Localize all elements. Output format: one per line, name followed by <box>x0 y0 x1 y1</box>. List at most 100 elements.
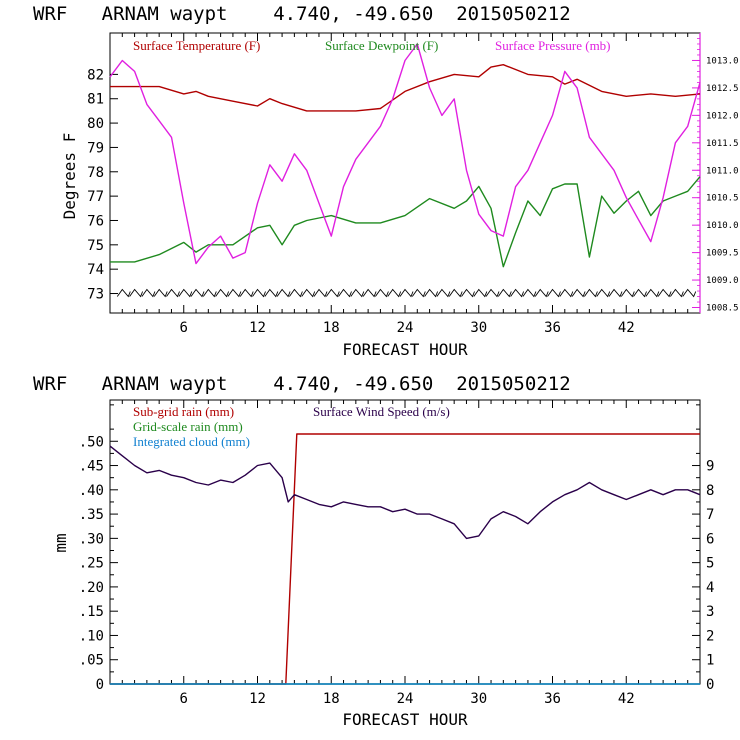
x-tick-label: 6 <box>180 320 188 336</box>
x-axis-label: FORECAST HOUR <box>342 710 468 729</box>
y-tick-label: 81 <box>87 92 104 108</box>
wind-barb <box>473 288 488 298</box>
wind-barbs <box>116 288 697 298</box>
wind-barb <box>141 288 156 298</box>
legend-entry-wind-speed: Surface Wind Speed (m/s) <box>313 404 450 419</box>
y-tick-label: 74 <box>87 262 104 278</box>
y-tick-label: 82 <box>87 67 104 83</box>
wind-barb <box>411 288 426 298</box>
series-line-surface-dewpoint-f <box>110 176 701 268</box>
wind-barb <box>289 288 303 298</box>
x-tick-label: 24 <box>397 320 414 336</box>
wind-barb <box>547 288 561 298</box>
axes: 6 12 18 24 30 36 420.05.10.15.20.25.30.35.40.4… <box>79 400 714 707</box>
legend-entry-pressure: Surface Pressure (mb) <box>495 38 611 53</box>
wind-barb <box>178 288 193 298</box>
x-tick-label: 18 <box>323 691 340 707</box>
y-tick-label: .20 <box>79 580 104 596</box>
y2-tick-label: 1012.0 <box>706 111 739 121</box>
y-tick-label: 80 <box>87 116 104 132</box>
y-tick-label: .15 <box>79 604 104 620</box>
wind-barb <box>325 288 340 298</box>
wind-barb <box>215 288 230 298</box>
y2-tick-label: 1011.0 <box>706 166 739 176</box>
series-line-sub-grid-rain-mm <box>110 433 700 685</box>
wind-barb <box>129 288 144 298</box>
wind-barb <box>596 288 611 298</box>
y-tick-label: 73 <box>87 287 104 303</box>
y2-tick-label: 1009.0 <box>706 276 739 286</box>
y2-tick-label: 2 <box>706 628 714 644</box>
legend-entry-dewpoint: Surface Dewpoint (F) <box>325 38 438 53</box>
y2-tick-label: 7 <box>706 507 714 523</box>
series-group <box>109 433 701 685</box>
wind-barb <box>448 288 463 298</box>
y2-tick-label: 4 <box>706 580 714 596</box>
series-line-surface-pressure-mb <box>109 43 701 265</box>
y-axis-label: Degrees F <box>60 133 79 220</box>
y2-tick-label: 1010.5 <box>706 194 739 204</box>
wind-barb <box>436 288 451 298</box>
x-tick-label: 36 <box>544 691 561 707</box>
y-tick-label: .05 <box>79 653 104 669</box>
y-tick-label: 79 <box>87 140 104 156</box>
wind-barb <box>399 288 414 298</box>
x-tick-label: 42 <box>618 691 635 707</box>
wind-barb <box>485 288 500 298</box>
series-group <box>109 43 701 268</box>
y-tick-label: 0 <box>96 677 104 693</box>
wind-barb <box>657 288 672 298</box>
wind-barb <box>510 288 525 298</box>
y-tick-label: .35 <box>79 507 104 523</box>
wind-barb <box>387 288 402 298</box>
x-tick-label: 36 <box>544 320 561 336</box>
temperature-panel: WRF ARNAM waypt 4.740, -49.650 201505021… <box>33 3 739 359</box>
y-tick-label: .25 <box>79 556 104 572</box>
wind-barb <box>252 288 266 298</box>
wind-barb <box>522 288 537 298</box>
wind-barb <box>571 288 586 298</box>
y2-tick-label: 1009.5 <box>706 249 739 259</box>
y2-tick-label: 3 <box>706 604 714 620</box>
x-tick-label: 6 <box>180 691 188 707</box>
x-tick-label: 30 <box>470 320 487 336</box>
y-tick-label: 77 <box>87 189 104 205</box>
y2-tick-label: 9 <box>706 459 714 475</box>
wind-barb <box>534 288 549 298</box>
legend-entry-subgrid-rain: Sub-grid rain (mm) <box>133 404 234 419</box>
y2-tick-label: 8 <box>706 483 714 499</box>
wind-barb <box>497 288 512 298</box>
series-line-surface-temperature-f <box>110 63 701 112</box>
y2-tick-label: 1010.0 <box>706 221 739 231</box>
wind-barb <box>190 288 205 298</box>
chart-title: WRF ARNAM waypt 4.740, -49.650 201505021… <box>33 3 571 25</box>
wind-barb <box>202 288 217 298</box>
wind-barb <box>620 288 635 298</box>
y-tick-label: .40 <box>79 483 104 499</box>
wind-barb <box>166 288 180 298</box>
legend-entry-temperature: Surface Temperature (F) <box>133 38 260 53</box>
wind-barb <box>670 288 684 298</box>
wind-barb <box>350 288 365 298</box>
legend-entry-integrated-cloud: Integrated cloud (mm) <box>133 434 250 449</box>
x-tick-label: 12 <box>249 320 266 336</box>
legend-entry-gridscale-rain: Grid-scale rain (mm) <box>133 419 243 434</box>
wind-barb <box>375 288 389 298</box>
wind-barb <box>559 288 574 298</box>
y-tick-label: 75 <box>87 238 104 254</box>
y2-tick-label: 1008.5 <box>706 304 739 314</box>
wind-barb <box>461 288 475 298</box>
x-tick-label: 12 <box>249 691 266 707</box>
y2-tick-label: 5 <box>706 556 714 572</box>
wind-barb <box>645 288 660 298</box>
y-tick-label: .30 <box>79 531 104 547</box>
wind-barb <box>682 288 697 298</box>
wind-barb <box>424 288 439 298</box>
wind-barb <box>338 288 352 298</box>
wind-barb <box>313 288 328 298</box>
wind-barb <box>301 288 316 298</box>
wind-barb <box>584 288 598 298</box>
y2-tick-label: 1013.0 <box>706 56 739 66</box>
wind-barb <box>116 288 131 298</box>
